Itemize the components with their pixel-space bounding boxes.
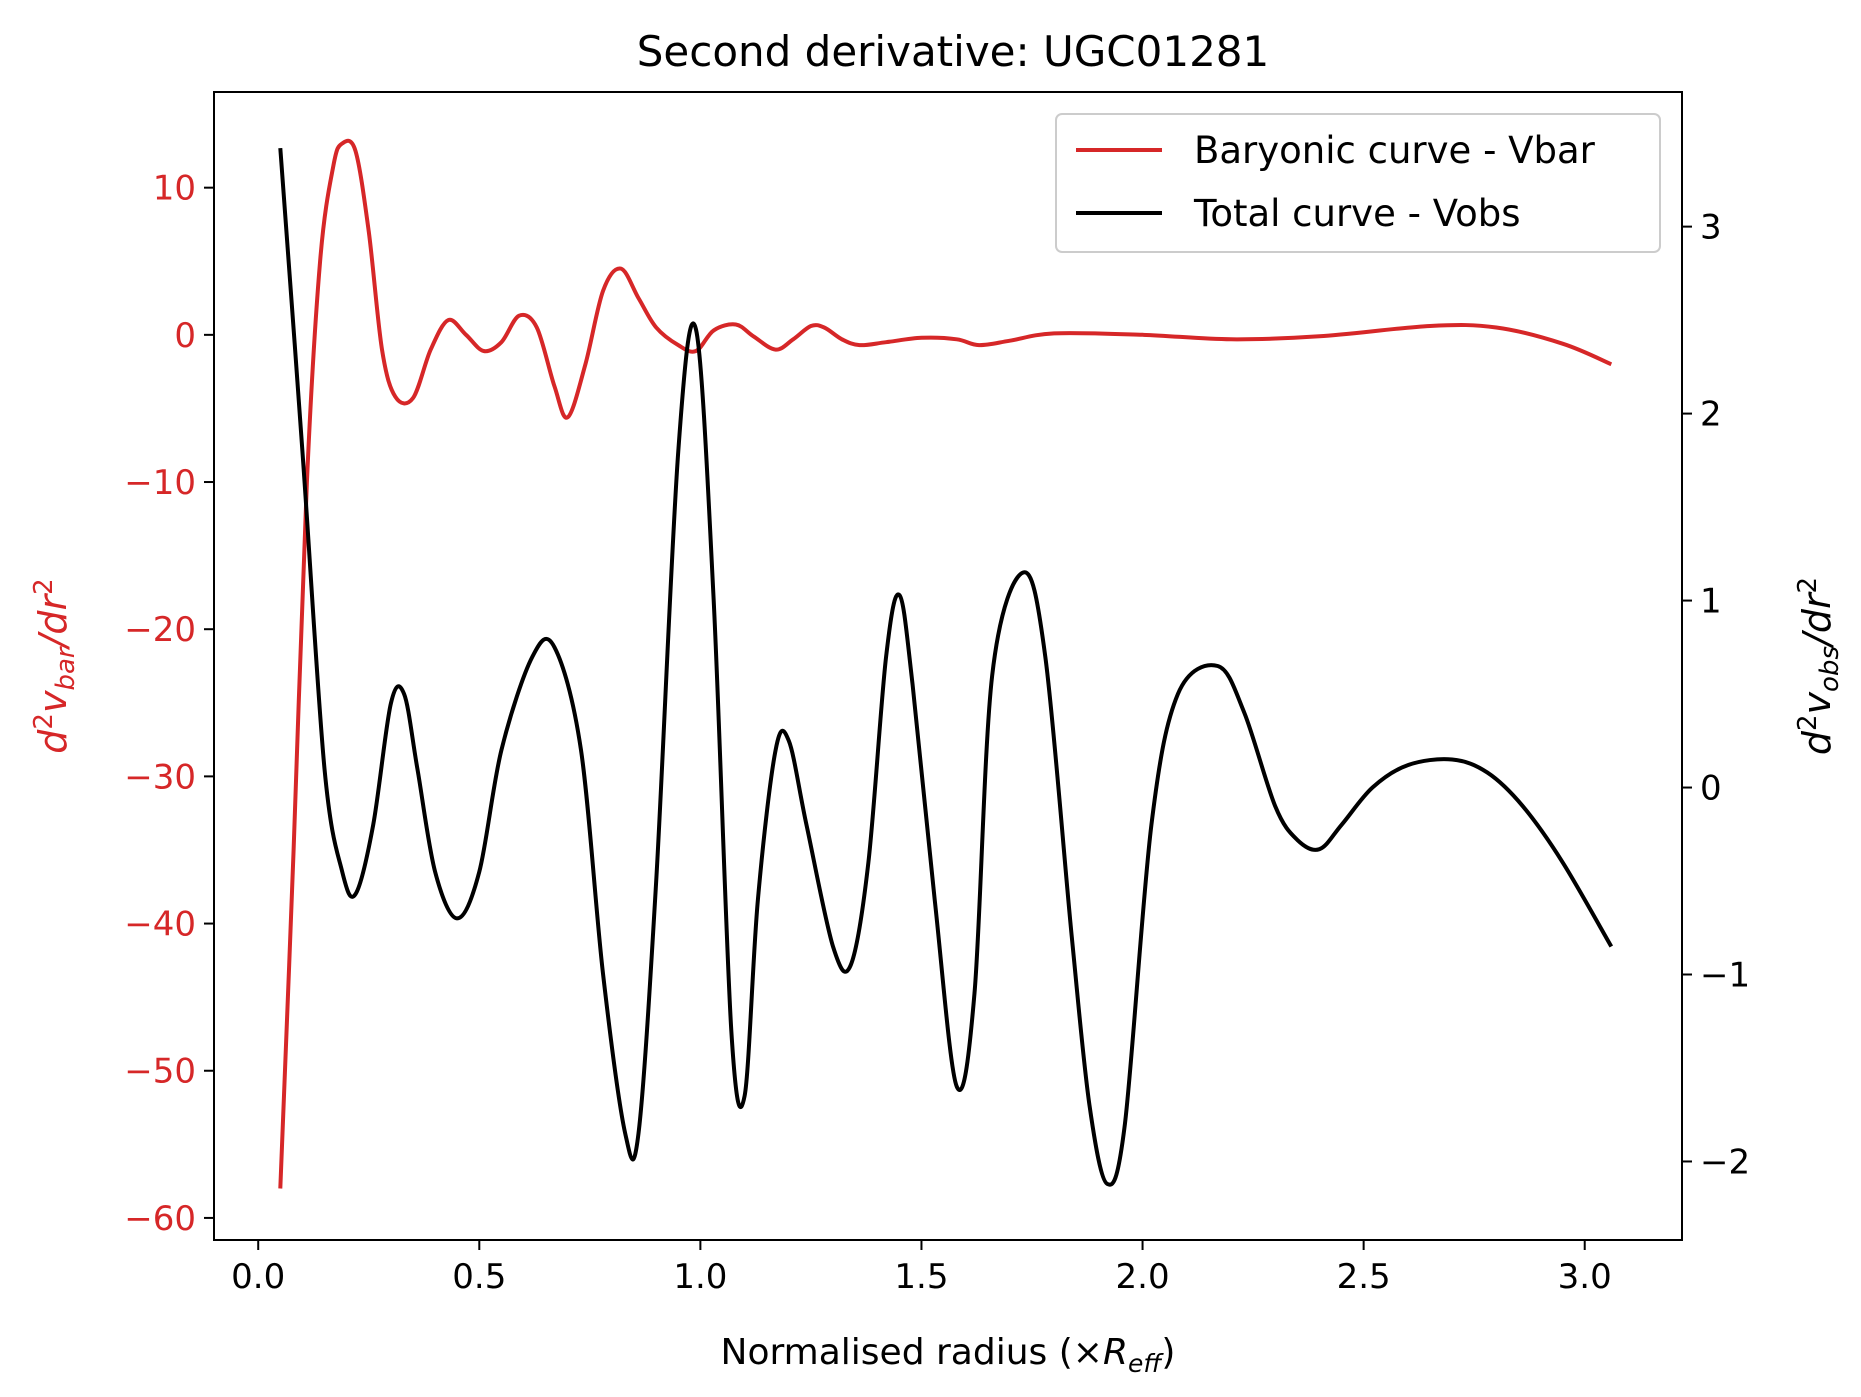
right-y-tick-label: −2: [1700, 1142, 1750, 1182]
left-y-tick-label: 10: [153, 169, 196, 209]
left-y-axis-ticks: 10 0 −10 −20 −30 −40 −50 −60: [124, 169, 214, 1239]
left-y-tick-label: 0: [174, 316, 196, 356]
left-y-axis-label: d2vbar/dr2: [29, 578, 81, 753]
x-tick-label: 0.5: [452, 1257, 506, 1297]
left-y-tick-label: −50: [124, 1052, 196, 1092]
right-y-axis-ticks: 3 2 1 0 −1 −2: [1682, 208, 1750, 1182]
right-y-tick-label: 0: [1700, 769, 1722, 809]
series-line-vbar: [278, 138, 1613, 1189]
chart-title: Second derivative: UGC01281: [637, 27, 1270, 76]
right-y-tick-label: 1: [1700, 582, 1722, 622]
plot-frame: [213, 91, 1683, 1241]
left-y-tick-label: −40: [124, 905, 196, 945]
right-y-tick-label: 3: [1700, 208, 1722, 248]
x-tick-label: 1.5: [894, 1257, 948, 1297]
x-tick-label: 3.0: [1558, 1257, 1612, 1297]
left-y-tick-label: −10: [124, 463, 196, 503]
x-tick-label: 1.0: [673, 1257, 727, 1297]
right-y-axis-label: d2vobs/dr2: [1793, 577, 1845, 755]
left-y-tick-label: −20: [124, 610, 196, 650]
x-axis-label: Normalised radius (×Reff): [721, 1332, 1176, 1378]
x-tick-label: 2.5: [1337, 1257, 1391, 1297]
x-axis-ticks: 0.0 0.5 1.0 1.5 2.0 2.5 3.0: [231, 1240, 1612, 1297]
right-y-tick-label: −1: [1700, 956, 1750, 996]
legend-label-vbar: Baryonic curve - Vbar: [1194, 129, 1596, 172]
x-tick-label: 2.0: [1116, 1257, 1170, 1297]
plot-lines: [278, 138, 1614, 1189]
x-tick-label: 0.0: [231, 1257, 285, 1297]
left-y-tick-label: −30: [124, 757, 196, 797]
right-y-tick-label: 2: [1700, 395, 1722, 435]
left-y-tick-label: −60: [124, 1199, 196, 1239]
legend: Baryonic curve - Vbar Total curve - Vobs: [1055, 113, 1661, 253]
legend-label-vobs: Total curve - Vobs: [1193, 192, 1521, 235]
legend-box: [1055, 113, 1661, 253]
series-line-vobs: [278, 147, 1614, 1187]
